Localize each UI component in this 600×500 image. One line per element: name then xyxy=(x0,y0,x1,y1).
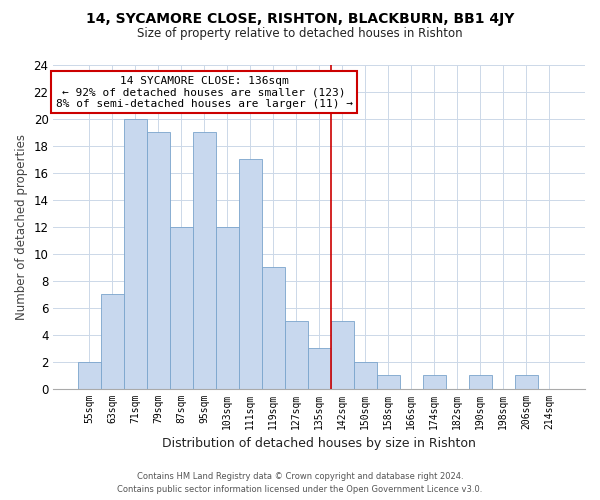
Y-axis label: Number of detached properties: Number of detached properties xyxy=(15,134,28,320)
Bar xyxy=(331,321,354,388)
Bar xyxy=(423,375,446,388)
Bar xyxy=(170,227,193,388)
Bar xyxy=(193,132,215,388)
Bar xyxy=(308,348,331,389)
Bar xyxy=(77,362,101,388)
Bar xyxy=(284,321,308,388)
Bar xyxy=(101,294,124,388)
Text: 14 SYCAMORE CLOSE: 136sqm
← 92% of detached houses are smaller (123)
8% of semi-: 14 SYCAMORE CLOSE: 136sqm ← 92% of detac… xyxy=(56,76,353,109)
Bar xyxy=(239,160,262,388)
Bar xyxy=(262,267,284,388)
Text: Contains HM Land Registry data © Crown copyright and database right 2024.
Contai: Contains HM Land Registry data © Crown c… xyxy=(118,472,482,494)
Bar xyxy=(469,375,492,388)
Bar xyxy=(515,375,538,388)
Text: Size of property relative to detached houses in Rishton: Size of property relative to detached ho… xyxy=(137,28,463,40)
Bar xyxy=(354,362,377,388)
Bar xyxy=(377,375,400,388)
X-axis label: Distribution of detached houses by size in Rishton: Distribution of detached houses by size … xyxy=(162,437,476,450)
Bar xyxy=(215,227,239,388)
Bar xyxy=(124,119,146,388)
Text: 14, SYCAMORE CLOSE, RISHTON, BLACKBURN, BB1 4JY: 14, SYCAMORE CLOSE, RISHTON, BLACKBURN, … xyxy=(86,12,514,26)
Bar xyxy=(146,132,170,388)
